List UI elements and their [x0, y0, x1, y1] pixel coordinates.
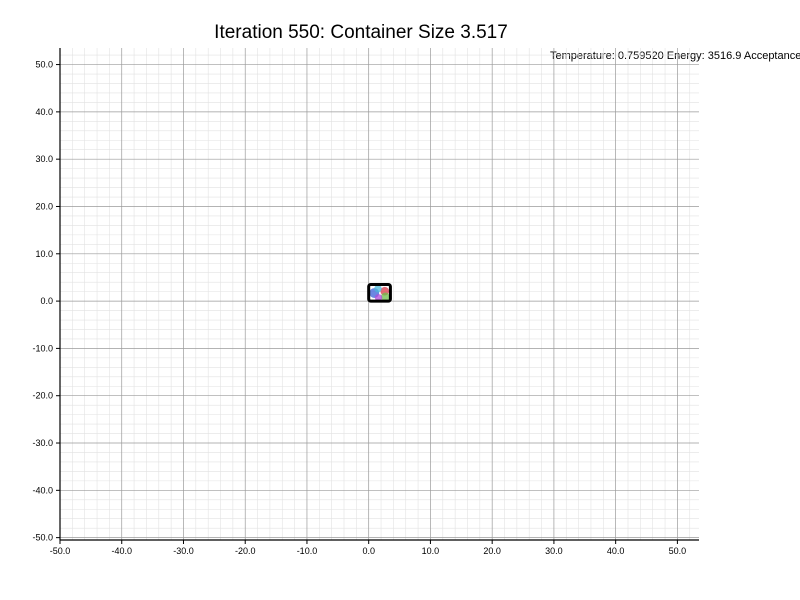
x-tick-labels: -50.0 -40.0 -30.0 -20.0 -10.0 0.0 10.0 20.0 30.0…: [50, 540, 686, 556]
y-tick-label: 20.0: [35, 201, 53, 211]
x-tick-label: 40.0: [607, 546, 625, 556]
y-tick-label: -30.0: [32, 438, 53, 448]
y-tick-label: -40.0: [32, 485, 53, 495]
packed-circle: [374, 285, 382, 293]
x-tick-label: -30.0: [173, 546, 194, 556]
x-tick-label: 0.0: [362, 546, 375, 556]
container-square: [367, 282, 392, 303]
minor-grid: [60, 48, 699, 540]
y-tick-label: -10.0: [32, 343, 53, 353]
status-readout: Temperature: 0.759520 Energy: 3516.9 Acc…: [550, 50, 800, 62]
packing-marks: [367, 282, 392, 303]
y-tick-label: -20.0: [32, 391, 53, 401]
y-tick-label: 0.0: [40, 296, 53, 306]
axes: [59, 48, 699, 541]
chart-title: Iteration 550: Container Size 3.517: [214, 22, 508, 43]
x-tick-label: -10.0: [297, 546, 318, 556]
major-grid: [59, 48, 699, 540]
x-tick-label: 20.0: [483, 546, 501, 556]
y-tick-label: 10.0: [35, 249, 53, 259]
x-tick-label: 50.0: [669, 546, 687, 556]
x-tick-label: 10.0: [422, 546, 440, 556]
x-tick-label: -40.0: [111, 546, 132, 556]
y-tick-label: 50.0: [35, 60, 53, 70]
y-tick-label: 40.0: [35, 107, 53, 117]
y-tick-labels: 50.0 40.0 30.0 20.0 10.0 0.0 -10.0 -20.0 -30.0 -4…: [32, 60, 60, 543]
x-tick-label: 30.0: [545, 546, 563, 556]
x-tick-label: -50.0: [50, 546, 71, 556]
x-tick-label: -20.0: [235, 546, 256, 556]
packed-circle: [381, 292, 390, 302]
y-tick-label: 30.0: [35, 154, 53, 164]
y-tick-label: -50.0: [32, 533, 53, 543]
